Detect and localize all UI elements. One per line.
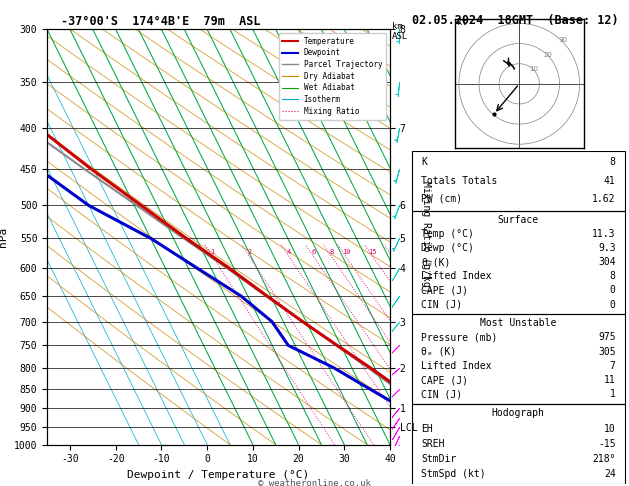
Text: © weatheronline.co.uk: © weatheronline.co.uk bbox=[258, 479, 371, 486]
Text: km
ASL: km ASL bbox=[392, 22, 408, 41]
Text: 9.3: 9.3 bbox=[598, 243, 616, 253]
Text: 8: 8 bbox=[610, 157, 616, 168]
Text: Temp (°C): Temp (°C) bbox=[421, 229, 474, 239]
Text: 4: 4 bbox=[287, 249, 291, 255]
Text: 02.05.2024  18GMT  (Base: 12): 02.05.2024 18GMT (Base: 12) bbox=[412, 14, 618, 27]
Text: θₑ (K): θₑ (K) bbox=[421, 347, 456, 357]
Text: SREH: SREH bbox=[421, 439, 444, 449]
Text: Dewp (°C): Dewp (°C) bbox=[421, 243, 474, 253]
Text: 20: 20 bbox=[544, 52, 553, 58]
Text: Pressure (mb): Pressure (mb) bbox=[421, 332, 498, 342]
Y-axis label: Mixing Ratio (g/kg): Mixing Ratio (g/kg) bbox=[421, 181, 431, 293]
Text: CIN (J): CIN (J) bbox=[421, 389, 462, 399]
Text: 41: 41 bbox=[604, 175, 616, 186]
Text: 24: 24 bbox=[604, 469, 616, 479]
Text: 6: 6 bbox=[311, 249, 316, 255]
Bar bbox=[412, 404, 625, 484]
Text: 10: 10 bbox=[342, 249, 350, 255]
Text: CAPE (J): CAPE (J) bbox=[421, 375, 468, 385]
Text: PW (cm): PW (cm) bbox=[421, 194, 462, 204]
Bar bbox=[412, 210, 625, 314]
Text: 2: 2 bbox=[247, 249, 252, 255]
Text: K: K bbox=[421, 157, 426, 168]
Text: 11: 11 bbox=[604, 375, 616, 385]
Text: Totals Totals: Totals Totals bbox=[421, 175, 498, 186]
Text: Surface: Surface bbox=[498, 215, 539, 225]
Text: -37°00'S  174°4B'E  79m  ASL: -37°00'S 174°4B'E 79m ASL bbox=[61, 15, 260, 28]
Text: Lifted Index: Lifted Index bbox=[421, 271, 491, 281]
Text: 10: 10 bbox=[529, 67, 538, 72]
Text: 7: 7 bbox=[610, 361, 616, 371]
Text: -15: -15 bbox=[598, 439, 616, 449]
Y-axis label: hPa: hPa bbox=[0, 227, 8, 247]
Text: CAPE (J): CAPE (J) bbox=[421, 285, 468, 295]
Text: 11.3: 11.3 bbox=[593, 229, 616, 239]
Text: 8: 8 bbox=[330, 249, 334, 255]
Text: 1.62: 1.62 bbox=[593, 194, 616, 204]
Text: 975: 975 bbox=[598, 332, 616, 342]
Text: 218°: 218° bbox=[593, 454, 616, 464]
Text: Most Unstable: Most Unstable bbox=[480, 318, 557, 328]
Bar bbox=[412, 314, 625, 404]
Text: 30: 30 bbox=[558, 37, 567, 43]
Legend: Temperature, Dewpoint, Parcel Trajectory, Dry Adiabat, Wet Adiabat, Isotherm, Mi: Temperature, Dewpoint, Parcel Trajectory… bbox=[279, 33, 386, 120]
Text: kt: kt bbox=[457, 18, 467, 28]
Text: 15: 15 bbox=[369, 249, 377, 255]
Text: 1: 1 bbox=[211, 249, 214, 255]
Text: 305: 305 bbox=[598, 347, 616, 357]
Text: Lifted Index: Lifted Index bbox=[421, 361, 491, 371]
Text: Hodograph: Hodograph bbox=[492, 408, 545, 418]
X-axis label: Dewpoint / Temperature (°C): Dewpoint / Temperature (°C) bbox=[128, 470, 309, 480]
Text: 0: 0 bbox=[610, 285, 616, 295]
Text: 0: 0 bbox=[610, 299, 616, 310]
Text: 304: 304 bbox=[598, 257, 616, 267]
Text: StmSpd (kt): StmSpd (kt) bbox=[421, 469, 486, 479]
Text: EH: EH bbox=[421, 423, 433, 434]
Text: CIN (J): CIN (J) bbox=[421, 299, 462, 310]
Text: StmDir: StmDir bbox=[421, 454, 456, 464]
Text: 8: 8 bbox=[610, 271, 616, 281]
Text: θₑ(K): θₑ(K) bbox=[421, 257, 450, 267]
Text: 1: 1 bbox=[610, 389, 616, 399]
Text: 10: 10 bbox=[604, 423, 616, 434]
Bar bbox=[412, 151, 625, 210]
